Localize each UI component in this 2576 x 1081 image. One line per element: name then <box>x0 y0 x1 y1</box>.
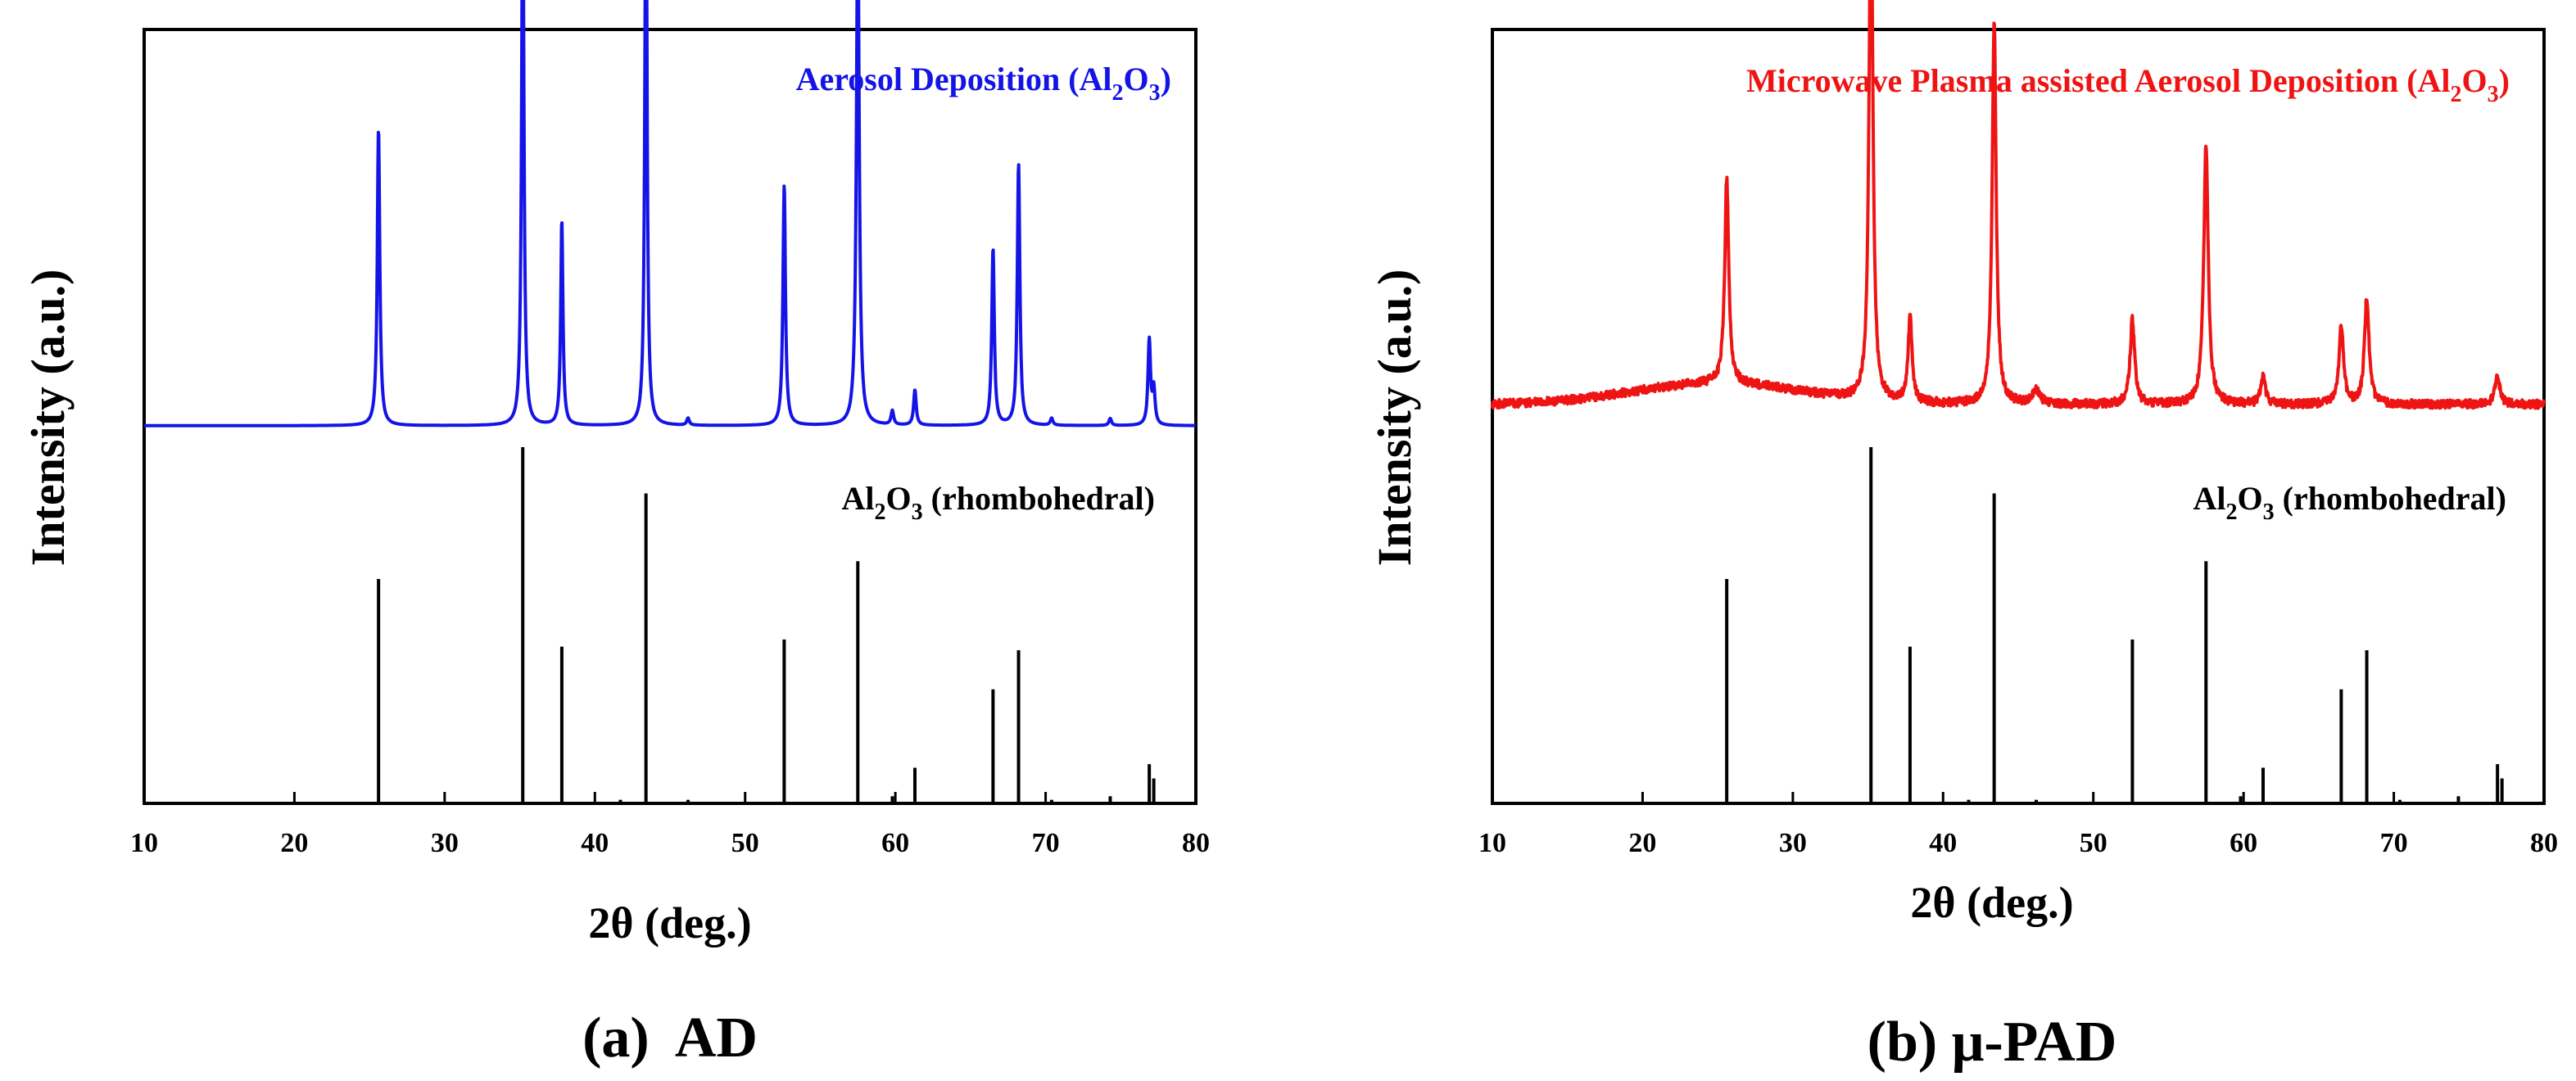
panel-b-y-axis-title: Intensity (a.u.) <box>1368 269 1421 567</box>
panel-a-x-axis: 10 20 30 40 50 60 70 80 <box>130 792 1210 858</box>
x-tick-label: 10 <box>1478 828 1506 858</box>
panel-b-x-axis: 10 20 30 40 50 60 70 80 <box>1478 792 2558 858</box>
x-tick-label: 40 <box>1929 828 1957 858</box>
panel-a-xrd-trace <box>143 0 1197 427</box>
x-tick-label: 20 <box>280 828 308 858</box>
panel-a-reference-label: Al2O3 (rhombohedral) <box>842 480 1155 525</box>
x-tick-label: 20 <box>1628 828 1656 858</box>
panel-a-series-label: Aerosol Deposition (Al2O3) <box>796 61 1171 106</box>
x-tick-label: 30 <box>431 828 459 858</box>
x-tick-label: 80 <box>2530 828 2558 858</box>
x-tick-label: 70 <box>2380 828 2408 858</box>
panel-b-plot-frame <box>1491 28 2546 805</box>
panel-a-plot-frame <box>143 28 1197 805</box>
panel-b-caption: (b) μ-PAD <box>1867 1011 2117 1074</box>
panel-b-mu-pad: 10 20 30 40 50 60 70 80 Microwave Plasma assist… <box>1368 0 2558 1074</box>
panel-a-y-axis-title: Intensity (a.u.) <box>21 269 75 567</box>
panel-a-x-axis-title: 2θ (deg.) <box>588 898 751 948</box>
panel-a-ad: 10 20 30 40 50 60 70 80 Aerosol Deposition (Al2… <box>21 0 1210 1070</box>
panel-b-reference-label: Al2O3 (rhombohedral) <box>2193 480 2506 525</box>
x-tick-label: 40 <box>581 828 609 858</box>
panel-b-xrd-trace <box>1491 0 2546 410</box>
panel-b-x-axis-title: 2θ (deg.) <box>1910 878 2073 927</box>
x-tick-label: 30 <box>1779 828 1807 858</box>
x-tick-label: 80 <box>1182 828 1210 858</box>
x-tick-label: 50 <box>731 828 759 858</box>
x-tick-label: 50 <box>2080 828 2107 858</box>
panel-b-series-label: Microwave Plasma assisted Aerosol Deposi… <box>1746 62 2510 107</box>
x-tick-label: 60 <box>881 828 909 858</box>
panel-a-reference-lines <box>377 447 1156 803</box>
panel-b-reference-lines <box>1725 447 2504 803</box>
x-tick-label: 70 <box>1032 828 1060 858</box>
panel-a-caption: (a) AD <box>582 1006 758 1070</box>
x-tick-label: 60 <box>2230 828 2257 858</box>
x-tick-label: 10 <box>130 828 158 858</box>
